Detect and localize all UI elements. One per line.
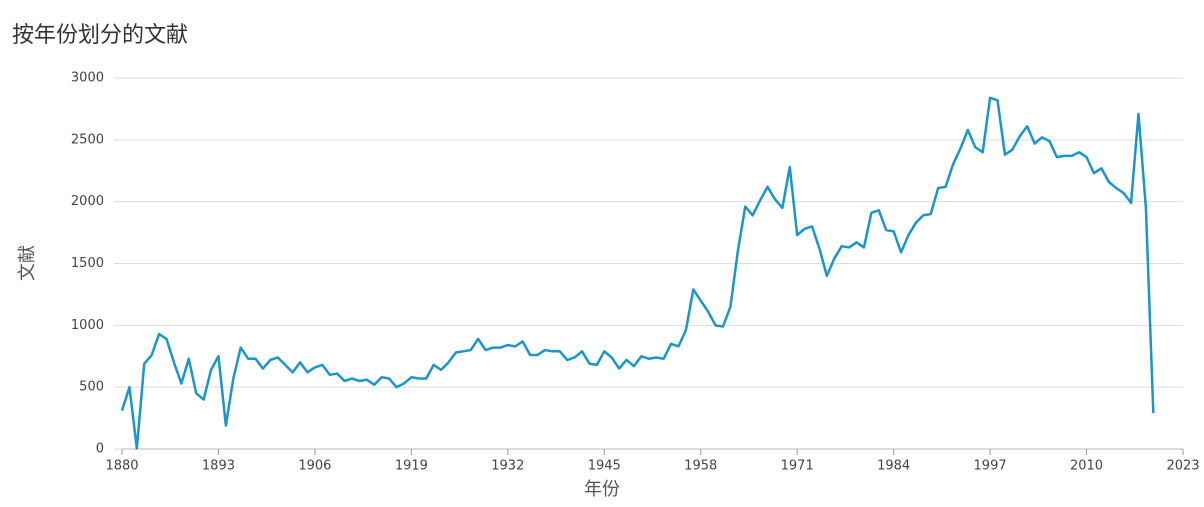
x-tick-label: 1919 bbox=[395, 459, 428, 474]
x-tick-label: 1984 bbox=[877, 459, 910, 474]
y-tick-label: 0 bbox=[96, 442, 104, 457]
chart-title: 按年份划分的文献 bbox=[12, 23, 188, 48]
y-tick-label: 500 bbox=[79, 380, 104, 395]
y-tick-label: 1500 bbox=[71, 256, 104, 271]
x-tick-label: 2010 bbox=[1070, 459, 1103, 474]
x-tick-label: 1906 bbox=[298, 459, 331, 474]
y-tick-label: 3000 bbox=[71, 71, 104, 86]
x-tick-label: 1880 bbox=[105, 459, 138, 474]
x-tick-label: 1971 bbox=[781, 459, 814, 474]
x-tick-label: 1958 bbox=[684, 459, 717, 474]
x-axis-label: 年份 bbox=[584, 479, 620, 500]
x-tick-label: 2023 bbox=[1166, 459, 1199, 474]
x-tick-label: 1945 bbox=[588, 459, 621, 474]
y-tick-label: 2000 bbox=[71, 194, 104, 209]
line-series bbox=[120, 96, 1155, 450]
y-tick-label: 2500 bbox=[71, 132, 104, 147]
y-tick-label: 1000 bbox=[71, 318, 104, 333]
x-tick-label: 1997 bbox=[974, 459, 1007, 474]
x-tick-label: 1932 bbox=[491, 459, 524, 474]
y-axis-label: 文献 bbox=[17, 245, 38, 281]
x-tick-label: 1893 bbox=[202, 459, 235, 474]
